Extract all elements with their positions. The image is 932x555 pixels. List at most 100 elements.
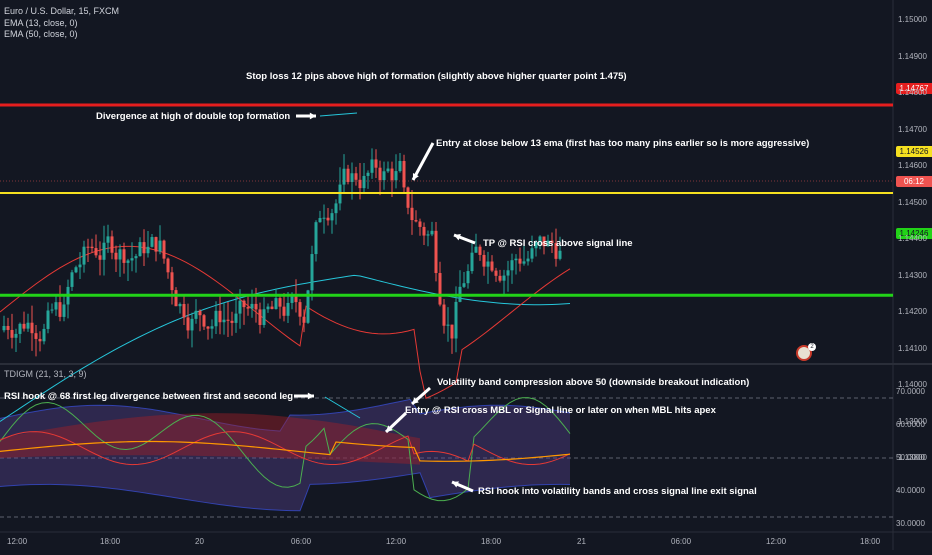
time-tick-label: 12:00 bbox=[7, 537, 28, 546]
time-tick-label: 18:00 bbox=[481, 537, 502, 546]
time-tick-label: 18:00 bbox=[860, 537, 881, 546]
arrow-icon bbox=[411, 142, 435, 181]
candle-body bbox=[478, 246, 482, 255]
candle-body bbox=[402, 161, 406, 188]
time-tick-label: 20 bbox=[195, 537, 204, 546]
candle-body bbox=[238, 300, 242, 314]
time-tick-label: 12:00 bbox=[386, 537, 407, 546]
arrowhead-icon bbox=[454, 234, 461, 241]
entry-price-tag[interactable]: 1.14526 bbox=[896, 146, 932, 157]
indicator-title[interactable]: TDIGM (21, 31, 3, 9) bbox=[4, 369, 87, 379]
candle-body bbox=[38, 338, 42, 342]
candle-body bbox=[254, 303, 258, 310]
candle-body bbox=[250, 303, 254, 309]
candle-body bbox=[390, 168, 394, 181]
candle-body bbox=[134, 256, 138, 259]
candle-body bbox=[406, 187, 410, 208]
candle-body bbox=[286, 302, 290, 316]
symbol-legend[interactable]: Euro / U.S. Dollar, 15, FXCM bbox=[4, 6, 120, 16]
candle-body bbox=[6, 325, 10, 330]
candle-body bbox=[494, 270, 498, 276]
candle-body bbox=[326, 217, 330, 221]
indicator-tick-label: 70.0000 bbox=[896, 387, 925, 396]
candle-body bbox=[22, 323, 26, 329]
candle-body bbox=[206, 326, 210, 329]
candle-body bbox=[462, 283, 466, 287]
price-tick-label: 1.14600 bbox=[898, 161, 927, 170]
candle-body bbox=[554, 242, 558, 259]
candle-body bbox=[414, 220, 418, 222]
time-tick-label: 18:00 bbox=[100, 537, 121, 546]
candle-body bbox=[354, 173, 358, 180]
candle-body bbox=[274, 298, 278, 309]
time-tick-label: 12:00 bbox=[766, 537, 787, 546]
candle-body bbox=[474, 246, 478, 253]
arrowhead-icon bbox=[452, 481, 459, 488]
candle-body bbox=[190, 318, 194, 331]
candle-body bbox=[138, 242, 142, 257]
candle-body bbox=[50, 309, 54, 311]
stoploss-annotation: Stop loss 12 pips above high of formatio… bbox=[246, 71, 627, 82]
entry-annotation: Entry at close below 13 ema (first has t… bbox=[436, 138, 810, 149]
arrowhead-icon bbox=[309, 112, 316, 120]
candle-body bbox=[54, 302, 58, 310]
candle-body bbox=[130, 258, 134, 261]
ema50-legend[interactable]: EMA (50, close, 0) bbox=[4, 29, 78, 39]
stoploss-price-tag[interactable]: 1.14767 bbox=[896, 83, 932, 94]
candle-body bbox=[434, 230, 438, 274]
price-tick-label: 1.13800 bbox=[898, 453, 927, 462]
rsi-zone-fill bbox=[0, 413, 420, 465]
candle-body bbox=[122, 249, 126, 263]
candle-body bbox=[114, 252, 118, 260]
ema13-legend[interactable]: EMA (13, close, 0) bbox=[4, 18, 78, 28]
candle-body bbox=[318, 218, 322, 223]
candle-body bbox=[110, 236, 114, 253]
candle-body bbox=[350, 173, 354, 182]
candle-body bbox=[266, 306, 270, 310]
candle-body bbox=[42, 328, 46, 342]
indicator-tick-label: 50.0000 bbox=[896, 453, 925, 462]
candle-body bbox=[278, 298, 282, 307]
candle-body bbox=[294, 295, 298, 303]
mbl-line bbox=[0, 440, 571, 462]
candle-body bbox=[534, 242, 538, 249]
candle-body bbox=[422, 226, 426, 236]
exit-annotation: RSI hook into volatility bands and cross… bbox=[478, 486, 757, 497]
candle-body bbox=[222, 319, 226, 323]
candle-body bbox=[234, 313, 238, 323]
candle-body bbox=[198, 310, 202, 316]
candle-body bbox=[102, 242, 106, 260]
candle-body bbox=[290, 295, 294, 303]
candle-body bbox=[558, 250, 562, 259]
badge-count-icon: 2 bbox=[808, 343, 816, 351]
candle-body bbox=[18, 323, 22, 334]
candle-body bbox=[334, 203, 338, 214]
candle-body bbox=[330, 213, 334, 221]
arrowhead-icon bbox=[307, 392, 314, 400]
price-tick-label: 1.14300 bbox=[898, 270, 927, 280]
candle-body bbox=[322, 217, 326, 219]
candle-body bbox=[302, 316, 306, 323]
candle-body bbox=[210, 326, 214, 329]
candle-body bbox=[230, 320, 234, 323]
candle-body bbox=[46, 310, 50, 329]
candle-body bbox=[310, 254, 314, 291]
price-tick-label: 1.14500 bbox=[898, 197, 927, 207]
time-tick-label: 21 bbox=[577, 537, 586, 546]
candle-body bbox=[78, 264, 82, 268]
candle-body bbox=[58, 302, 62, 317]
volatility-annotation: Volatility band compression above 50 (do… bbox=[437, 377, 750, 388]
candle-body bbox=[262, 309, 266, 325]
volatility-band-fill bbox=[0, 399, 570, 511]
candle-body bbox=[426, 234, 430, 236]
candle-body bbox=[10, 329, 14, 338]
rsi-hook-annotation: RSI hook @ 68 first leg divergence betwe… bbox=[4, 391, 294, 402]
tp-price-tag[interactable]: 1.14246 bbox=[896, 228, 932, 239]
candle-body bbox=[450, 324, 454, 339]
candle-body bbox=[314, 222, 318, 255]
candle-body bbox=[514, 258, 518, 261]
candle-body bbox=[74, 267, 78, 273]
time-tick-label: 06:00 bbox=[671, 537, 692, 546]
